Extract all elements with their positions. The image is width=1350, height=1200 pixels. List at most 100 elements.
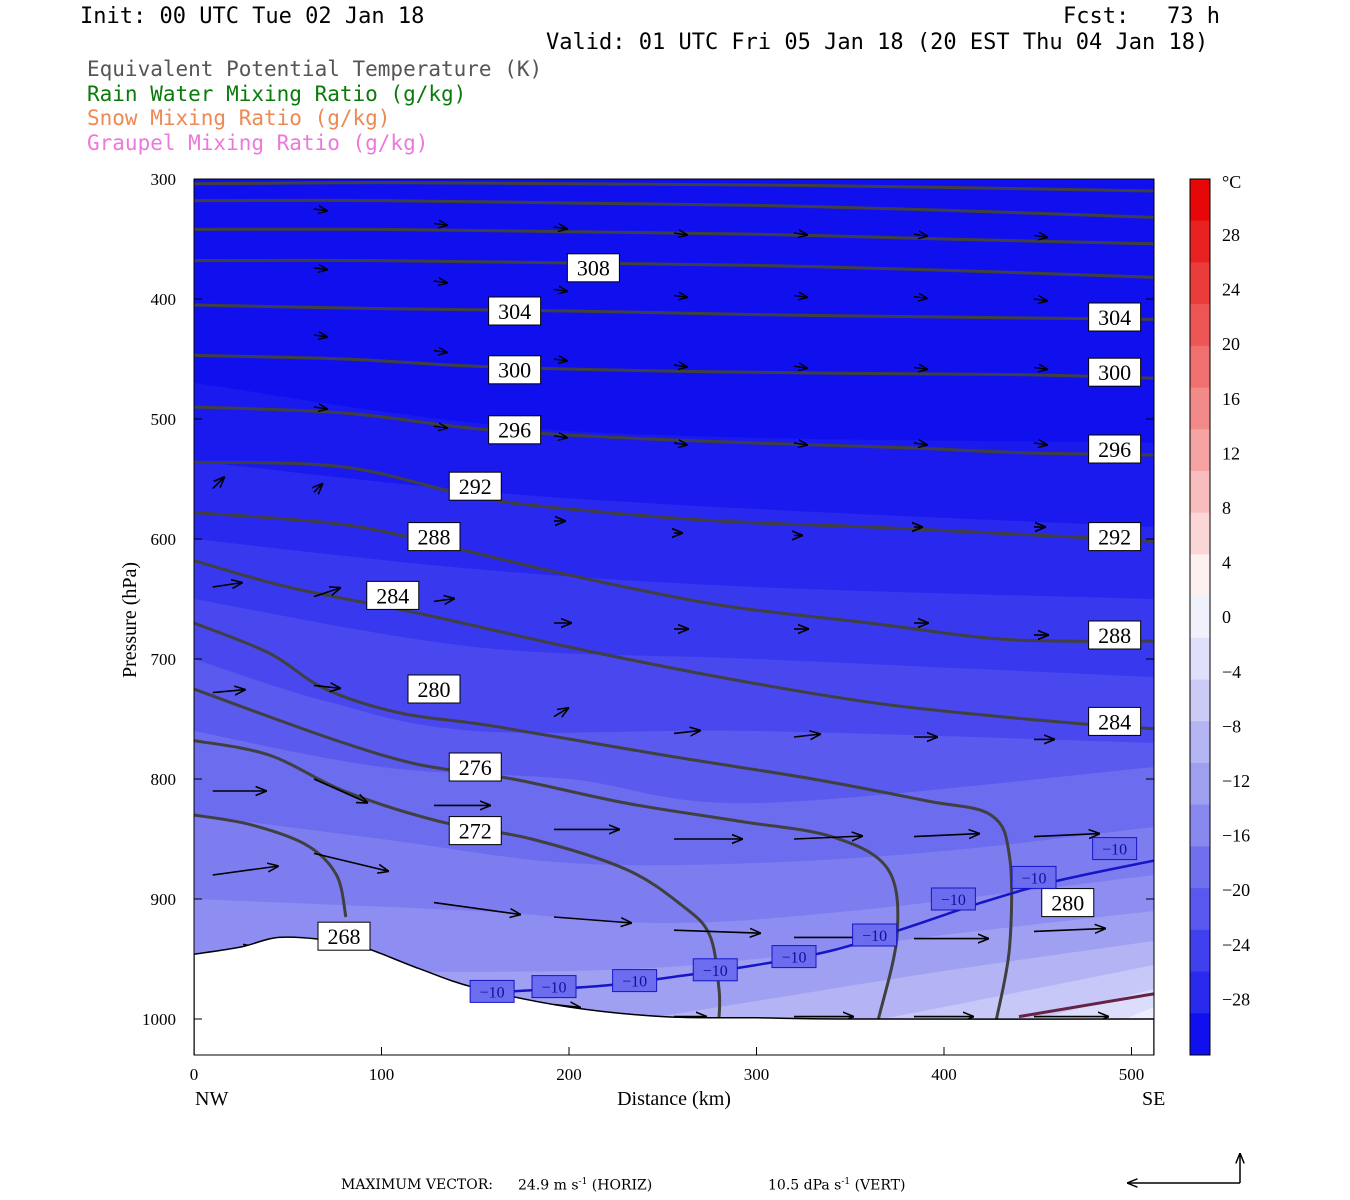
wind-vector-arrow [793, 443, 808, 445]
wind-vector-arrow [673, 365, 688, 367]
wind-vector-arrow [313, 588, 341, 598]
theta-e-contour [194, 813, 348, 918]
wind-vector-arrow [433, 901, 521, 915]
colorbar-tick-label: 28 [1222, 225, 1240, 245]
wind-vector-arrow [313, 852, 389, 871]
wind-vector-arrow [313, 209, 328, 211]
theta-e-contour [194, 687, 900, 1020]
isotherm-label: −10 [1011, 865, 1057, 889]
wind-vector-arrow [913, 297, 928, 299]
wind-vector-arrow [553, 359, 568, 361]
colorbar-swatch [1190, 721, 1210, 764]
svg-text:308: 308 [577, 256, 610, 281]
wind-vector-arrow [314, 483, 323, 492]
legend-theta-e: Equivalent Potential Temperature (K) [87, 57, 543, 81]
isotherm-label: −10 [930, 887, 976, 911]
colorbar-tick-label: −28 [1222, 989, 1250, 1009]
theta-e-contour [194, 559, 1154, 731]
contour-label: 288 [1088, 620, 1142, 650]
contour-label: 304 [488, 296, 542, 326]
svg-text:304: 304 [1098, 305, 1131, 330]
wind-vector-arrow [673, 730, 701, 733]
theta-e-contour [194, 460, 1154, 543]
y-tick-label: 700 [151, 650, 177, 669]
x-left-end-label: NW [195, 1088, 228, 1110]
wind-vector-arrow [212, 477, 225, 490]
isotherm-label: −10 [612, 969, 658, 993]
terrain [194, 936, 1154, 1055]
svg-text:272: 272 [459, 819, 492, 844]
theta-e-contour [194, 511, 1154, 643]
wind-vector-arrow [433, 426, 448, 428]
colorbar-swatch [1190, 596, 1210, 639]
svg-text:284: 284 [376, 583, 409, 608]
colorbar-swatch [1190, 179, 1210, 222]
colorbar-tick-label: 24 [1222, 280, 1240, 300]
svg-text:−10: −10 [1021, 870, 1046, 887]
wind-vector-arrow [313, 407, 328, 409]
contour-label: 268 [317, 921, 371, 951]
legend-graupel: Graupel Mixing Ratio (g/kg) [87, 131, 429, 155]
wind-vector-arrow [673, 295, 688, 297]
wind-vector-arrow [313, 685, 341, 688]
colorbar-tick-label: −12 [1222, 771, 1250, 791]
y-tick-label: 300 [151, 170, 177, 189]
svg-text:−10: −10 [541, 980, 566, 997]
contour-label: 292 [448, 471, 502, 501]
theta-e-contour [194, 258, 1154, 279]
svg-text:−10: −10 [622, 974, 647, 991]
wind-vector-arrow [313, 268, 328, 270]
colorbar-swatch [1190, 387, 1210, 430]
svg-text:−10: −10 [1102, 842, 1127, 859]
wind-vector-arrow [913, 834, 980, 837]
wind-vector-arrow [1033, 367, 1048, 369]
isotherm-label: −10 [692, 958, 738, 982]
theta-e-contour [194, 181, 1154, 193]
contour-label: 300 [1088, 357, 1142, 387]
max-vector-label: MAXIMUM VECTOR: [341, 1177, 493, 1193]
svg-text:292: 292 [1098, 525, 1131, 550]
colorbar-tick-label: −4 [1222, 662, 1241, 682]
y-tick-label: 1000 [142, 1010, 176, 1029]
svg-text:280: 280 [418, 677, 451, 702]
colorbar-tick-label: −24 [1222, 935, 1250, 955]
colorbar-swatch [1190, 429, 1210, 472]
contour-label: 288 [407, 522, 461, 552]
svg-text:−10: −10 [781, 950, 806, 967]
max-vector-vert: 10.5 dPa s-1 (VERT) [768, 1177, 906, 1194]
contour-label: 308 [566, 253, 620, 283]
colorbar-swatch [1190, 679, 1210, 722]
colorbar-unit: °C [1222, 172, 1241, 192]
y-tick-label: 900 [151, 890, 177, 909]
wind-vector-arrow [433, 281, 448, 283]
colorbar-swatch [1190, 804, 1210, 847]
forecast-label: Fcst: [1063, 4, 1130, 29]
x-tick-label: 0 [190, 1065, 199, 1084]
wind-vector-arrow [793, 366, 808, 368]
legend-rain: Rain Water Mixing Ratio (g/kg) [87, 82, 467, 106]
svg-text:−10: −10 [862, 928, 887, 945]
colorbar-swatch [1190, 512, 1210, 555]
wind-vector-arrow [1033, 928, 1106, 931]
terrain-fill [194, 936, 1154, 1055]
colorbar-swatch [1190, 304, 1210, 347]
colorbar-tick-label: −20 [1222, 880, 1250, 900]
wind-vector-arrow [1033, 834, 1100, 837]
theta-e-contours [194, 181, 1154, 1020]
colorbar-swatch [1190, 471, 1210, 514]
colorbar-swatch [1190, 763, 1210, 806]
wind-vector-arrow [1033, 235, 1048, 237]
wind-vector-arrow [553, 436, 568, 438]
contour-label: 292 [1088, 522, 1142, 552]
wind-vector-arrow [553, 289, 568, 291]
plot-frame [193, 178, 1155, 1056]
y-tick-label: 600 [151, 530, 177, 549]
contour-label: 300 [488, 355, 542, 385]
colorbar-swatch [1190, 262, 1210, 305]
wind-vector-arrow [433, 598, 455, 601]
colorbar-swatch [1190, 1013, 1210, 1056]
svg-text:304: 304 [498, 299, 531, 324]
wind-vector-arrow [793, 734, 821, 737]
init-time: Init: 00 UTC Tue 02 Jan 18 [80, 4, 425, 29]
colorbar-tick-label: −16 [1222, 826, 1250, 846]
